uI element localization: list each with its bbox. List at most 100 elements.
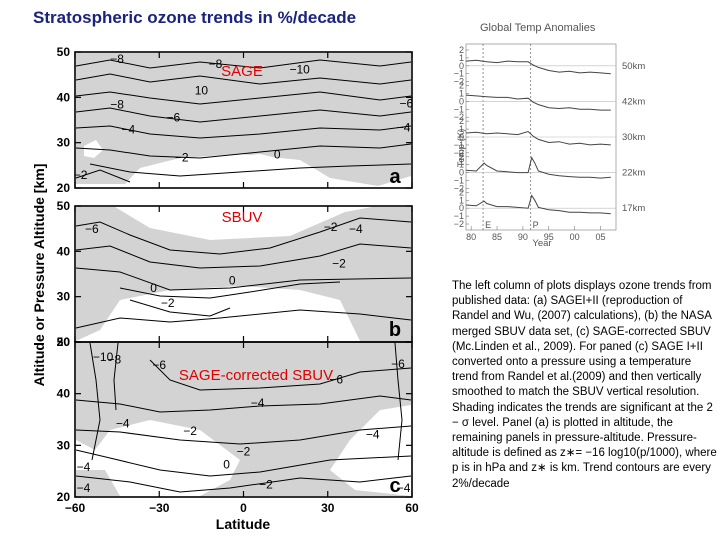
contour-label: −10 bbox=[289, 62, 310, 76]
contour-line bbox=[149, 359, 412, 391]
contour-line bbox=[113, 342, 119, 411]
significance-shading bbox=[76, 343, 411, 496]
y-tick-label: 30 bbox=[57, 136, 71, 150]
temp-y-tick-label: 2 bbox=[459, 152, 464, 162]
contour-label: −8 bbox=[107, 353, 121, 367]
dataset-label: SAGE-corrected SBUV bbox=[179, 367, 333, 384]
significance-shading bbox=[76, 470, 120, 496]
y-tick-label: 20 bbox=[57, 490, 71, 504]
temp-y-tick-label: 0 bbox=[459, 168, 464, 178]
temp-y-tick-label: −2 bbox=[454, 219, 464, 229]
contour-label: −4 bbox=[366, 428, 380, 442]
contour-label: −4 bbox=[116, 416, 130, 430]
y-tick-label: 50 bbox=[57, 335, 71, 349]
non-significant-region bbox=[205, 154, 310, 182]
contour-label: −6 bbox=[400, 96, 414, 110]
temp-series-label: 30km bbox=[622, 132, 645, 143]
contour-label: −4 bbox=[251, 396, 265, 410]
contour-line bbox=[75, 475, 412, 493]
temp-y-tick-label: −1 bbox=[454, 140, 464, 150]
panel-letter: b bbox=[389, 319, 401, 341]
temp-series-label: 50km bbox=[622, 61, 645, 72]
contour-line bbox=[75, 73, 412, 85]
temp-x-tick-label: 00 bbox=[570, 232, 580, 242]
contour-label: −6 bbox=[166, 110, 180, 124]
contour-label: −6 bbox=[85, 222, 99, 236]
temp-y-tick-label: −2 bbox=[454, 148, 464, 158]
contour-label: −6 bbox=[391, 357, 405, 371]
dataset-label: SBUV bbox=[222, 209, 263, 226]
contour-line bbox=[75, 107, 412, 123]
contour-label: −4 bbox=[397, 120, 411, 134]
contour-line bbox=[75, 169, 131, 183]
contour-label: −4 bbox=[77, 460, 91, 474]
temp-x-tick-label: 05 bbox=[595, 232, 605, 242]
contour-label: −8 bbox=[110, 52, 124, 66]
temp-y-tick-label: −2 bbox=[454, 183, 464, 193]
temp-series-label: 17km bbox=[622, 203, 645, 214]
temp-y-tick-label: 2 bbox=[459, 187, 464, 197]
contour-label: 0 bbox=[274, 148, 281, 162]
contour-label: −4 bbox=[122, 123, 136, 137]
contour-line bbox=[75, 395, 412, 413]
contour-label: −2 bbox=[332, 257, 346, 271]
temp-series-line bbox=[465, 130, 611, 146]
temp-y-tick-label: 1 bbox=[459, 53, 464, 63]
contour-line bbox=[75, 243, 412, 269]
temp-y-tick-label: 0 bbox=[459, 61, 464, 71]
contour-line bbox=[75, 309, 412, 329]
temp-x-tick-label: 90 bbox=[518, 232, 528, 242]
x-tick-label: −60 bbox=[65, 501, 86, 515]
contour-label: −4 bbox=[397, 481, 411, 495]
significance-shading bbox=[76, 53, 411, 186]
contour-label: −4 bbox=[349, 222, 363, 236]
contour-label: −10 bbox=[93, 350, 114, 364]
temp-series-line bbox=[465, 156, 611, 179]
x-tick-label: 60 bbox=[405, 501, 419, 515]
non-significant-region bbox=[158, 432, 215, 464]
temp-y-axis-label: Temp (K) bbox=[456, 129, 467, 168]
y-tick-label: 20 bbox=[57, 181, 71, 195]
temp-y-tick-label: 2 bbox=[459, 116, 464, 126]
temp-y-tick-label: −1 bbox=[454, 211, 464, 221]
temp-y-tick-label: −1 bbox=[454, 69, 464, 79]
temp-y-tick-label: 0 bbox=[459, 96, 464, 106]
temp-x-tick-label: 80 bbox=[466, 232, 476, 242]
contour-label: 0 bbox=[223, 458, 230, 472]
temp-series-label: 22km bbox=[622, 168, 645, 179]
contour-line bbox=[89, 342, 101, 461]
y-tick-label: 40 bbox=[57, 90, 71, 104]
temp-x-tick-label: 95 bbox=[544, 232, 554, 242]
x-tick-label: 0 bbox=[240, 501, 247, 515]
contour-line bbox=[75, 217, 412, 255]
contour-label: −8 bbox=[110, 98, 124, 112]
contour-label: −2 bbox=[175, 151, 189, 165]
temp-y-tick-label: 1 bbox=[459, 88, 464, 98]
dataset-label: SAGE bbox=[221, 63, 263, 80]
x-tick-label: 30 bbox=[321, 501, 335, 515]
contour-line bbox=[89, 163, 412, 177]
contour-label: 0 bbox=[150, 281, 157, 295]
panel-letter: a bbox=[389, 166, 401, 188]
temp-y-tick-label: −2 bbox=[454, 112, 464, 122]
contour-line bbox=[129, 299, 231, 317]
y-tick-label: 50 bbox=[57, 45, 71, 59]
temp-y-tick-label: −1 bbox=[454, 104, 464, 114]
temp-y-tick-label: −2 bbox=[454, 77, 464, 87]
slide-title: Stratospheric ozone trends in %/decade bbox=[33, 8, 357, 27]
temp-y-tick-label: 1 bbox=[459, 195, 464, 205]
contour-line bbox=[75, 449, 412, 477]
y-tick-label: 30 bbox=[57, 290, 71, 304]
temp-chart-title: Global Temp Anomalies bbox=[480, 22, 596, 34]
temp-series-line bbox=[465, 94, 611, 111]
figure-caption: The left column of plots displays ozone … bbox=[452, 280, 717, 490]
y-axis-label: Altitude or Pressure Altitude [km] bbox=[31, 164, 47, 387]
contour-label: −6 bbox=[152, 358, 166, 372]
event-marker-label: E bbox=[485, 220, 491, 230]
contour-label: −2 bbox=[161, 296, 175, 310]
temp-y-tick-label: 0 bbox=[459, 203, 464, 213]
contour-label: −2 bbox=[74, 168, 88, 182]
temp-y-tick-label: 1 bbox=[459, 160, 464, 170]
